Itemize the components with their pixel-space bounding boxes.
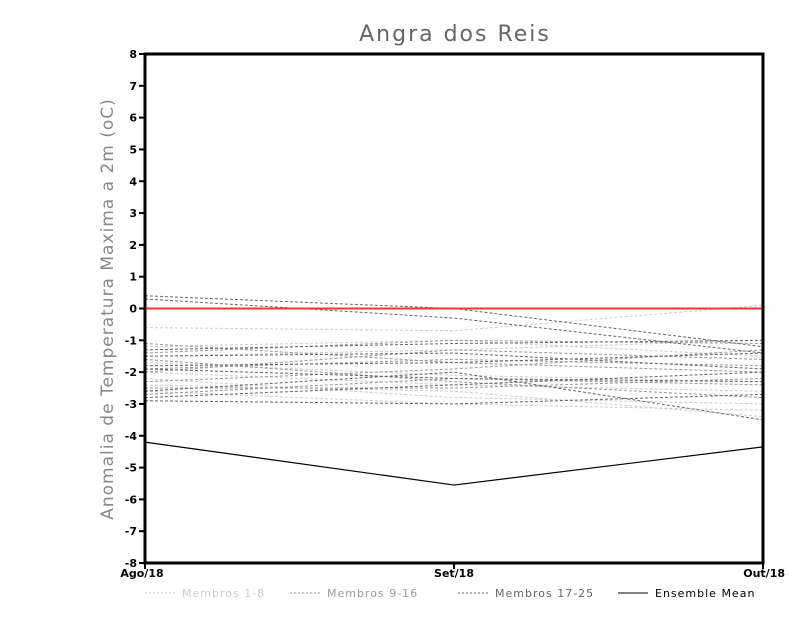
series-line <box>144 377 764 395</box>
series-layer <box>144 295 764 421</box>
series-line <box>144 304 764 332</box>
y-tick-label: 5 <box>129 143 137 156</box>
series-line <box>144 358 764 399</box>
y-tick-label: 7 <box>129 80 137 93</box>
legend-label: Membros 17-25 <box>495 587 594 600</box>
y-axis-label: Anomalia de Temperatura Maxima a 2m (oC) <box>98 98 118 520</box>
y-tick-label: 4 <box>129 175 137 188</box>
legend: Membros 1-8 Membros 9-16 Membros 17-25 Ense… <box>145 587 755 600</box>
y-tick-label: 3 <box>129 207 137 220</box>
series-line <box>144 295 764 348</box>
y-tick-label: 6 <box>129 112 137 125</box>
series-line <box>144 377 764 405</box>
y-tick-label: -7 <box>125 525 137 538</box>
series-line <box>144 339 764 351</box>
series-line <box>144 362 764 383</box>
series-line <box>144 342 764 373</box>
y-tick-label: -2 <box>125 366 137 379</box>
x-tick-label: Set/18 <box>434 567 474 580</box>
series-line <box>144 368 764 383</box>
legend-label: Membros 1-8 <box>182 587 265 600</box>
y-tick-label: -1 <box>125 334 137 347</box>
x-tick-label: Ago/18 <box>120 567 163 580</box>
x-tick-label: Out/18 <box>743 567 785 580</box>
y-tick-label: -6 <box>125 493 138 506</box>
series-line <box>144 371 764 392</box>
y-tick-label: 0 <box>129 303 137 316</box>
y-tick-label: -4 <box>125 430 138 443</box>
legend-label: Ensemble Mean <box>655 587 755 600</box>
x-axis-ticks: Ago/18 Set/18 Out/18 <box>120 563 785 580</box>
y-tick-label: 8 <box>129 48 137 61</box>
y-tick-label: -5 <box>125 462 137 475</box>
y-tick-label: -8 <box>125 557 137 570</box>
ensemble-mean-line <box>144 441 764 486</box>
series-line <box>144 339 764 357</box>
series-line <box>144 393 764 405</box>
y-tick-label: 2 <box>129 239 137 252</box>
y-tick-label: -3 <box>125 398 137 411</box>
series-line <box>145 377 764 389</box>
y-axis-ticks: -8 -7 -6 -5 -4 -3 -2 -1 0 1 2 3 4 5 6 7 8 <box>125 48 145 570</box>
y-tick-label: 1 <box>129 271 137 284</box>
series-line <box>144 339 764 354</box>
series-line <box>144 352 764 370</box>
legend-label: Membros 9-16 <box>327 587 418 600</box>
series-line <box>144 352 764 367</box>
chart-title: Angra dos Reis <box>359 22 551 47</box>
mean-layer <box>144 441 764 486</box>
series-line <box>144 384 764 418</box>
series-line <box>144 371 764 399</box>
series-line <box>144 339 764 357</box>
